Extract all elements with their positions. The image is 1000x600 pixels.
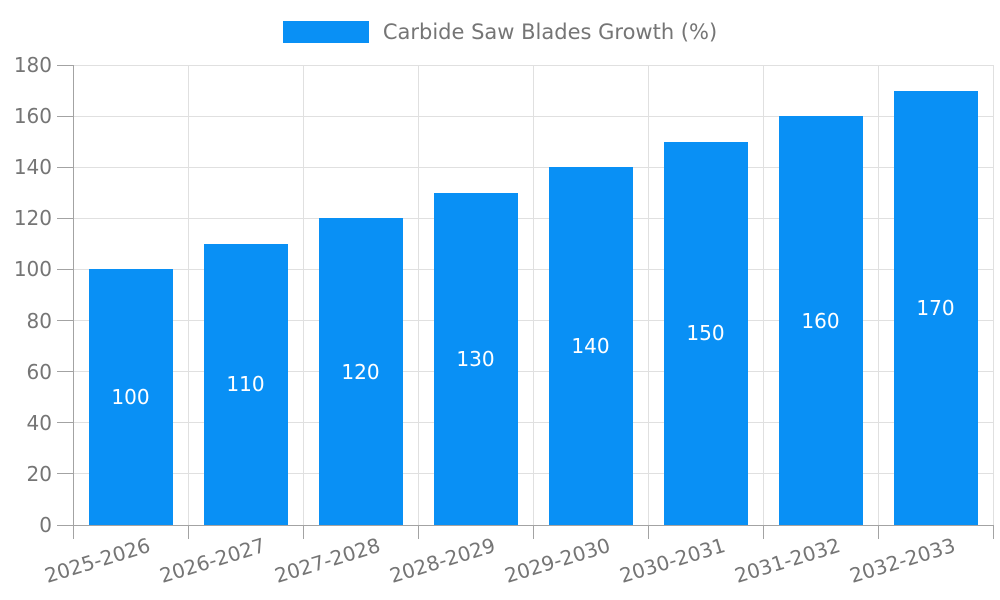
gridline-vertical bbox=[992, 65, 994, 525]
gridline-vertical bbox=[647, 65, 649, 525]
y-axis-tick-label: 0 bbox=[39, 513, 52, 537]
legend: Carbide Saw Blades Growth (%) bbox=[0, 21, 1000, 43]
y-axis-tick-label: 100 bbox=[13, 257, 52, 282]
x-axis-tick bbox=[877, 525, 879, 539]
y-axis-tick bbox=[57, 320, 73, 322]
x-axis-tick bbox=[302, 525, 304, 539]
gridline-vertical bbox=[187, 65, 189, 525]
y-axis-tick-label: 140 bbox=[13, 155, 52, 180]
y-axis-tick-label: 60 bbox=[26, 359, 52, 384]
bar: 120 bbox=[318, 218, 403, 525]
x-axis-tick-label: 2028-2029 bbox=[387, 533, 499, 588]
y-axis-tick bbox=[57, 64, 73, 66]
y-axis-tick-label: 80 bbox=[26, 308, 52, 333]
x-axis-tick-label: 2025-2026 bbox=[42, 533, 154, 588]
y-axis-tick-label: 180 bbox=[13, 53, 52, 77]
y-axis-tick bbox=[57, 473, 73, 475]
y-axis-tick bbox=[57, 422, 73, 424]
bar-value-label: 110 bbox=[226, 372, 265, 397]
y-axis-tick bbox=[57, 371, 73, 373]
x-axis-tick bbox=[532, 525, 534, 539]
y-axis-tick bbox=[57, 268, 73, 270]
y-axis-tick-label: 40 bbox=[26, 410, 52, 435]
bar: 170 bbox=[893, 90, 978, 525]
x-axis-tick-label: 2030-2031 bbox=[617, 533, 729, 588]
y-axis-tick bbox=[57, 115, 73, 117]
bar: 130 bbox=[433, 192, 518, 525]
bar-value-label: 150 bbox=[686, 321, 725, 346]
bar-value-label: 140 bbox=[571, 334, 610, 359]
x-axis-tick bbox=[647, 525, 649, 539]
x-axis-tick-label: 2031-2032 bbox=[732, 533, 844, 588]
x-axis-tick bbox=[187, 525, 189, 539]
legend-color-swatch bbox=[282, 21, 369, 43]
y-axis-tick bbox=[57, 524, 73, 526]
y-axis-tick bbox=[57, 166, 73, 168]
bar-value-label: 120 bbox=[341, 359, 380, 384]
gridline-vertical bbox=[417, 65, 419, 525]
y-axis-tick-label: 160 bbox=[13, 104, 52, 129]
y-axis-tick bbox=[57, 217, 73, 219]
y-axis-tick-label: 120 bbox=[13, 206, 52, 231]
x-axis-tick-label: 2027-2028 bbox=[272, 533, 384, 588]
y-axis-line bbox=[73, 65, 74, 525]
bar: 110 bbox=[203, 243, 288, 525]
bar: 150 bbox=[663, 141, 748, 525]
y-axis-tick-label: 20 bbox=[26, 461, 52, 486]
x-axis-tick-label: 2026-2027 bbox=[157, 533, 269, 588]
x-axis-tick-label: 2029-2030 bbox=[502, 533, 614, 588]
x-axis-tick bbox=[992, 525, 994, 539]
x-axis-tick bbox=[417, 525, 419, 539]
bar-value-label: 130 bbox=[456, 346, 495, 371]
gridline-vertical bbox=[532, 65, 534, 525]
bar-value-label: 100 bbox=[111, 385, 150, 410]
x-axis-tick bbox=[72, 525, 74, 539]
gridline-vertical bbox=[877, 65, 879, 525]
bar: 100 bbox=[88, 269, 173, 525]
gridline-vertical bbox=[762, 65, 764, 525]
bar-value-label: 170 bbox=[916, 295, 955, 320]
bar: 140 bbox=[548, 167, 633, 525]
bar: 160 bbox=[778, 116, 863, 525]
bar-value-label: 160 bbox=[801, 308, 840, 333]
x-axis-tick bbox=[762, 525, 764, 539]
x-axis-tick-label: 2032-2033 bbox=[847, 533, 959, 588]
gridline-vertical bbox=[302, 65, 304, 525]
legend-label: Carbide Saw Blades Growth (%) bbox=[382, 20, 718, 44]
